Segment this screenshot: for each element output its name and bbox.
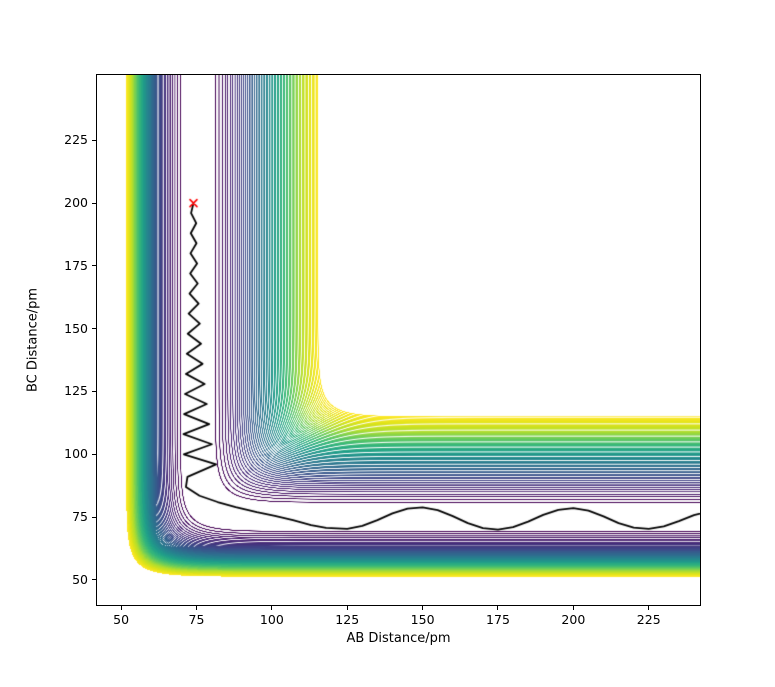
y-tick-mark bbox=[92, 453, 96, 455]
x-tick-mark bbox=[120, 606, 122, 610]
x-tick-mark bbox=[195, 606, 197, 610]
y-tick-mark bbox=[92, 202, 96, 204]
y-tick-label: 150 bbox=[64, 320, 88, 336]
x-tick-label: 200 bbox=[561, 612, 586, 627]
x-tick-label: 175 bbox=[486, 612, 510, 627]
x-tick-mark bbox=[422, 606, 424, 610]
y-tick-label: 125 bbox=[64, 383, 88, 399]
y-tick-mark bbox=[92, 328, 96, 330]
y-tick-mark bbox=[92, 579, 96, 581]
y-tick-label: 75 bbox=[72, 509, 88, 525]
y-tick-mark bbox=[92, 516, 96, 518]
x-tick-label: 225 bbox=[636, 612, 661, 627]
y-tick-label: 200 bbox=[64, 195, 88, 211]
y-tick-label: 175 bbox=[64, 257, 88, 273]
contour-canvas bbox=[97, 75, 700, 605]
y-tick-label: 100 bbox=[64, 446, 88, 462]
plot-area bbox=[96, 74, 701, 606]
y-tick-mark bbox=[92, 390, 96, 392]
y-tick-label: 225 bbox=[64, 132, 88, 148]
x-tick-mark bbox=[271, 606, 273, 610]
x-tick-label: 100 bbox=[259, 612, 284, 627]
x-tick-label: 75 bbox=[188, 612, 205, 627]
y-tick-label: 50 bbox=[72, 571, 88, 587]
y-tick-mark bbox=[92, 265, 96, 267]
x-axis-label: AB Distance/pm bbox=[346, 631, 451, 646]
y-axis-label: BC Distance/pm bbox=[25, 287, 41, 393]
x-tick-mark bbox=[572, 606, 574, 610]
x-tick-mark bbox=[346, 606, 348, 610]
x-tick-mark bbox=[648, 606, 650, 610]
x-tick-label: 125 bbox=[335, 612, 360, 627]
x-tick-label: 150 bbox=[410, 612, 435, 627]
y-tick-mark bbox=[92, 139, 96, 141]
x-tick-label: 50 bbox=[113, 612, 130, 627]
x-tick-mark bbox=[497, 606, 499, 610]
